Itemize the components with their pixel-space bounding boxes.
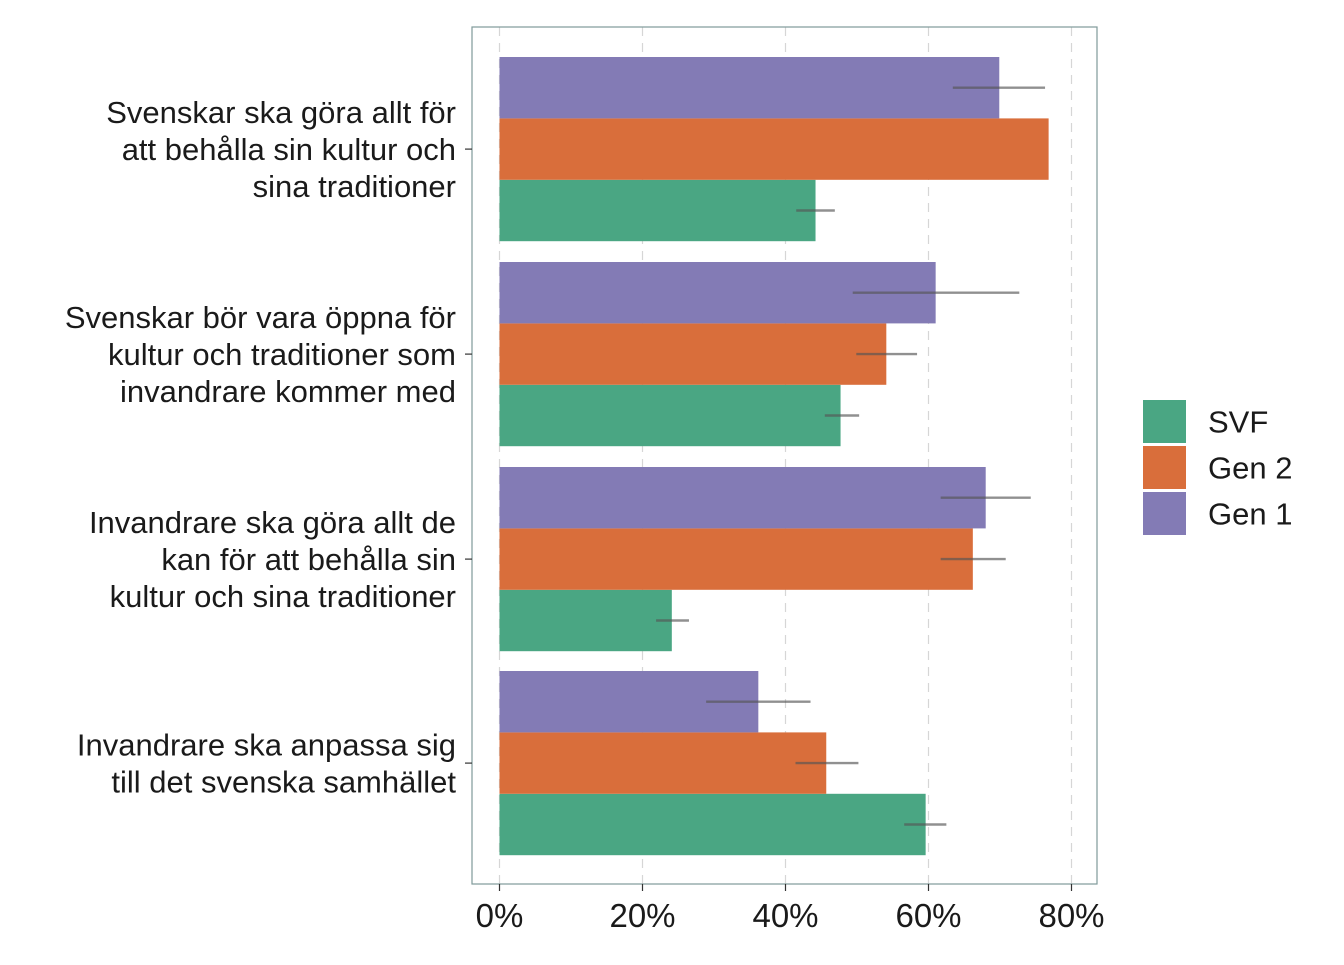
y-category-label: kultur och traditioner som xyxy=(108,337,456,372)
legend-label: Gen 2 xyxy=(1208,451,1292,486)
bar-gen-2-3 xyxy=(499,732,827,794)
bar-svf-2 xyxy=(499,589,672,652)
bar-svf-3 xyxy=(499,793,926,856)
y-category-label: till det svenska samhället xyxy=(111,765,456,800)
bar-gen-1-2 xyxy=(499,467,986,529)
y-category-label: invandrare kommer med xyxy=(120,374,456,409)
x-tick-label: 80% xyxy=(1038,897,1104,934)
x-tick-label: 40% xyxy=(752,897,818,934)
bar-svf-0 xyxy=(499,179,816,242)
legend-swatch-gen-1 xyxy=(1143,492,1186,535)
x-tick-label: 0% xyxy=(476,897,524,934)
bar-gen-2-1 xyxy=(499,323,887,385)
y-category-label: Svenskar ska göra allt för xyxy=(106,95,456,130)
y-category-label: kultur och sina traditioner xyxy=(110,579,456,614)
legend-swatch-svf xyxy=(1143,400,1186,443)
bar-svf-1 xyxy=(499,384,841,447)
y-category-label: att behålla sin kultur och xyxy=(122,132,456,167)
y-category-label: Svenskar bör vara öppna för xyxy=(65,300,456,335)
legend-label: Gen 1 xyxy=(1208,497,1292,532)
plot-border xyxy=(471,26,1098,885)
y-category-label: sina traditioner xyxy=(253,169,456,204)
legend-label: SVF xyxy=(1208,405,1268,440)
y-category-label: Invandrare ska anpassa sig xyxy=(77,728,456,763)
y-category-label: Invandrare ska göra allt de xyxy=(89,505,456,540)
x-tick-label: 60% xyxy=(895,897,961,934)
bar-gen-2-0 xyxy=(499,118,1049,180)
bar-gen-2-2 xyxy=(499,528,973,590)
y-category-label: kan för att behålla sin xyxy=(161,542,456,577)
legend-swatch-gen-2 xyxy=(1143,446,1186,489)
bar-gen-1-0 xyxy=(499,57,1000,119)
x-tick-label: 20% xyxy=(609,897,675,934)
